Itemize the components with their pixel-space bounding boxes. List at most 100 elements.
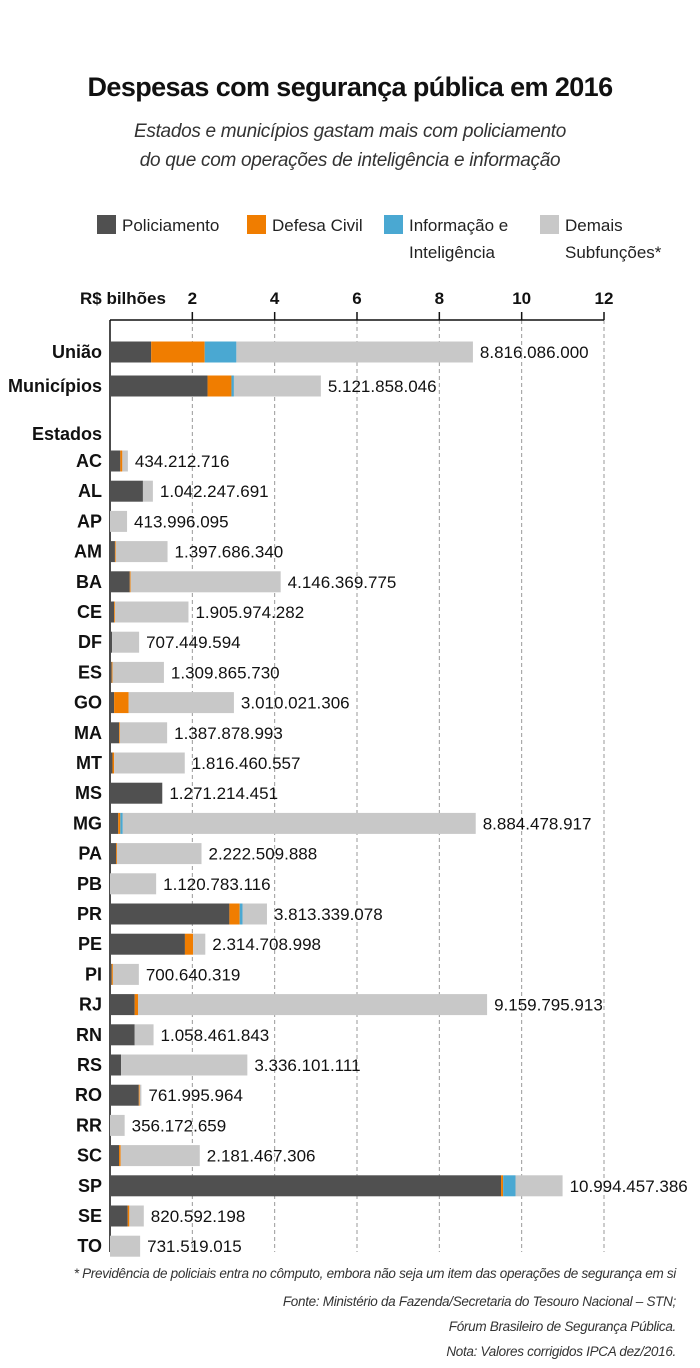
bar-segment-ce-defesa-civil bbox=[114, 601, 115, 623]
category-label-sc: SC bbox=[77, 1146, 102, 1166]
bar-segment-uniao-defesa-civil bbox=[151, 341, 205, 363]
bar-segment-uniao-policiamento bbox=[110, 341, 152, 363]
bar-segment-rj-policiamento bbox=[110, 994, 135, 1016]
category-label-rj: RJ bbox=[79, 995, 102, 1015]
legend-label-policiamento: Policiamento bbox=[122, 216, 219, 235]
bar-segment-ce-policiamento bbox=[110, 601, 115, 623]
source-line-2: Fórum Brasileiro de Segurança Pública. bbox=[448, 1319, 677, 1334]
category-label-ma: MA bbox=[74, 723, 102, 743]
bar-segment-mt-defesa-civil bbox=[112, 752, 115, 774]
bar-segment-go-policiamento bbox=[110, 692, 115, 714]
bar-segment-mg-policiamento bbox=[110, 812, 119, 834]
category-label-ro: RO bbox=[75, 1085, 102, 1105]
bar-segment-rn-policiamento bbox=[110, 1024, 135, 1046]
total-label-sp: 10.994.457.386 bbox=[570, 1177, 688, 1196]
category-label-pb: PB bbox=[77, 874, 102, 894]
bar-segment-pb-demais-subfuncoes bbox=[110, 873, 157, 895]
bar-segment-pa-demais-subfuncoes bbox=[116, 843, 202, 865]
bar-segment-sp-policiamento bbox=[110, 1175, 502, 1197]
bar-segment-sc-defesa-civil bbox=[119, 1145, 121, 1167]
bar-segment-se-defesa-civil bbox=[127, 1205, 130, 1227]
bar-segment-sc-demais-subfuncoes bbox=[120, 1145, 200, 1167]
category-label-es: ES bbox=[78, 662, 102, 682]
bar-segment-am-defesa-civil bbox=[114, 541, 116, 563]
category-label-ms: MS bbox=[75, 783, 102, 803]
bar-segment-ms-policiamento bbox=[110, 782, 163, 804]
bar-segment-mg-demais-subfuncoes bbox=[122, 812, 476, 834]
source-line-1: Fonte: Ministério da Fazenda/Secretaria … bbox=[282, 1294, 676, 1309]
footnote: * Previdência de policiais entra no cômp… bbox=[73, 1266, 677, 1281]
total-label-sc: 2.181.467.306 bbox=[207, 1147, 316, 1166]
total-label-go: 3.010.021.306 bbox=[241, 694, 350, 713]
stacked-bar-chart: Policiamento Defesa Civil Informação e Inte… bbox=[8, 215, 688, 1257]
legend-label-demais-subfuncoes-2: Subfunções* bbox=[565, 243, 662, 262]
total-label-pr: 3.813.339.078 bbox=[274, 905, 383, 924]
bar-segment-to-demais-subfuncoes bbox=[110, 1235, 141, 1257]
total-label-pe: 2.314.708.998 bbox=[212, 935, 321, 954]
bar-segment-sp-informacao-e-inteligencia bbox=[503, 1175, 516, 1197]
bar-segment-ma-defesa-civil bbox=[119, 722, 120, 744]
category-label-rr: RR bbox=[76, 1115, 102, 1135]
note: Nota: Valores corrigidos IPCA dez/2016. bbox=[446, 1344, 676, 1359]
legend-swatch-informacao-e-inteligencia bbox=[384, 215, 403, 234]
bar-segment-se-policiamento bbox=[110, 1205, 128, 1227]
bar-segment-ac-demais-subfuncoes bbox=[122, 450, 128, 472]
chart-subtitle-line-2: do que com operações de inteligência e i… bbox=[139, 150, 561, 171]
legend-swatch-policiamento bbox=[97, 215, 116, 234]
bar-segment-al-demais-subfuncoes bbox=[142, 480, 153, 502]
bar-segment-rs-demais-subfuncoes bbox=[121, 1054, 248, 1076]
bar-segment-pr-policiamento bbox=[110, 903, 230, 925]
bar-segment-sp-defesa-civil bbox=[501, 1175, 504, 1197]
bar-segment-df-demais-subfuncoes bbox=[112, 631, 140, 653]
bar-segment-pr-defesa-civil bbox=[229, 903, 240, 925]
category-label-ba: BA bbox=[76, 572, 102, 592]
bar-segment-municipios-defesa-civil bbox=[207, 375, 232, 397]
bar-segment-se-demais-subfuncoes bbox=[129, 1205, 144, 1227]
legend-swatch-defesa-civil bbox=[247, 215, 266, 234]
total-label-pa: 2.222.509.888 bbox=[209, 845, 318, 864]
total-label-al: 1.042.247.691 bbox=[160, 482, 269, 501]
bar-segment-rn-demais-subfuncoes bbox=[134, 1024, 154, 1046]
bar-segment-rs-policiamento bbox=[110, 1054, 122, 1076]
bar-segment-es-policiamento bbox=[110, 661, 112, 683]
bar-segment-es-demais-subfuncoes bbox=[112, 661, 164, 683]
bar-segment-municipios-demais-subfuncoes bbox=[233, 375, 321, 397]
total-label-rr: 356.172.659 bbox=[132, 1116, 227, 1135]
category-label-sp: SP bbox=[78, 1176, 102, 1196]
bar-segment-pe-defesa-civil bbox=[184, 933, 194, 955]
bar-segment-ac-policiamento bbox=[110, 450, 121, 472]
total-label-ac: 434.212.716 bbox=[135, 452, 230, 471]
bar-segment-rj-defesa-civil bbox=[134, 994, 138, 1016]
bar-segment-mg-informacao-e-inteligencia bbox=[120, 812, 123, 834]
bar-segment-go-defesa-civil bbox=[114, 692, 129, 714]
category-label-pi: PI bbox=[85, 964, 102, 984]
axis-tick-label-10: 10 bbox=[512, 289, 531, 308]
bar-segment-df-policiamento bbox=[110, 631, 113, 653]
category-label-mt: MT bbox=[76, 753, 102, 773]
category-label-am: AM bbox=[74, 542, 102, 562]
bar-segment-pi-demais-subfuncoes bbox=[112, 963, 139, 985]
chart-title: Despesas com segurança pública em 2016 bbox=[87, 72, 614, 102]
axis-tick-label-4: 4 bbox=[270, 289, 280, 308]
bar-segment-pa-defesa-civil bbox=[116, 843, 117, 865]
bar-segment-mt-demais-subfuncoes bbox=[114, 752, 185, 774]
bar-segment-rr-demais-subfuncoes bbox=[110, 1114, 125, 1136]
total-label-es: 1.309.865.730 bbox=[171, 663, 280, 682]
bar-segment-am-demais-subfuncoes bbox=[115, 541, 168, 563]
legend-label-demais-subfuncoes: Demais bbox=[565, 216, 623, 235]
bar-segment-municipios-informacao-e-inteligencia bbox=[231, 375, 234, 397]
legend-label-informacao-e-inteligencia: Informação e bbox=[409, 216, 508, 235]
total-label-rs: 3.336.101.111 bbox=[254, 1056, 360, 1075]
category-label-go: GO bbox=[74, 693, 102, 713]
bar-segment-uniao-informacao-e-inteligencia bbox=[204, 341, 237, 363]
axis-tick-label-8: 8 bbox=[435, 289, 444, 308]
category-label-rn: RN bbox=[76, 1025, 102, 1045]
total-label-to: 731.519.015 bbox=[147, 1237, 242, 1256]
total-label-df: 707.449.594 bbox=[146, 633, 241, 652]
axis-tick-label-2: 2 bbox=[188, 289, 197, 308]
legend-swatch-demais-subfuncoes bbox=[540, 215, 559, 234]
category-label-ap: AP bbox=[77, 511, 102, 531]
total-label-mg: 8.884.478.917 bbox=[483, 814, 592, 833]
category-label-pe: PE bbox=[78, 934, 102, 954]
bar-segment-ro-defesa-civil bbox=[138, 1084, 140, 1106]
